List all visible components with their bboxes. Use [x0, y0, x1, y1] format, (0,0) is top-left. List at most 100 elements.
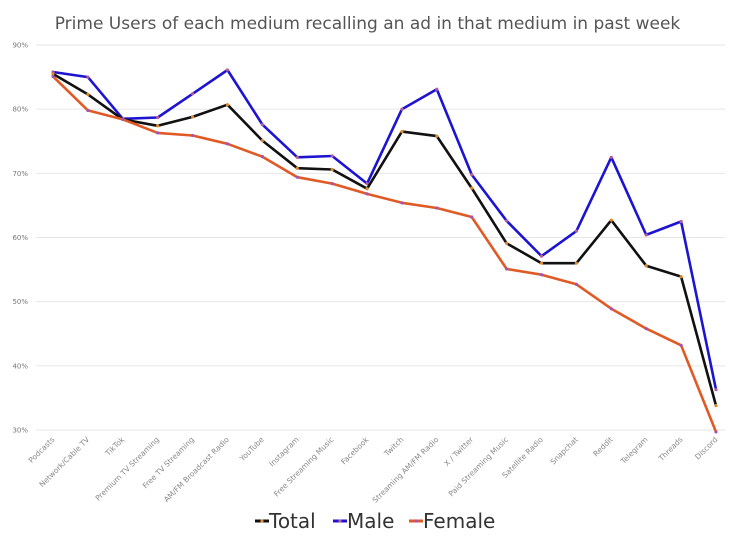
x-tick-label: Discord — [693, 435, 719, 461]
data-point-male — [330, 154, 334, 158]
legend-item-male: Male — [333, 509, 394, 533]
data-point-male — [365, 182, 369, 186]
data-point-female — [539, 273, 544, 277]
x-tick-label: YouTube — [237, 435, 266, 464]
data-point-female — [330, 182, 334, 186]
data-point-male — [225, 68, 230, 72]
data-point-male — [260, 122, 264, 127]
data-point-total — [714, 404, 718, 408]
x-tick-label: Instagram — [267, 435, 300, 468]
series-total — [51, 72, 718, 408]
y-tick-label: 50% — [12, 298, 28, 306]
series-line-total — [52, 72, 718, 406]
data-point-male — [400, 107, 404, 111]
x-tick-label: Streaming AM/FM Radio — [371, 435, 441, 505]
data-point-total — [86, 92, 90, 97]
data-point-total — [400, 130, 404, 134]
data-point-female — [609, 307, 613, 311]
data-point-total — [190, 115, 195, 119]
data-point-total — [470, 186, 474, 190]
data-point-female — [435, 206, 439, 210]
legend-label-male: Male — [347, 509, 394, 533]
x-tick-label: Premium TV Streaming — [94, 435, 162, 503]
legend-item-total: Total — [255, 509, 316, 533]
series-female — [51, 74, 718, 434]
data-point-female — [190, 133, 195, 138]
data-point-female — [121, 117, 125, 122]
data-point-total — [156, 124, 160, 128]
data-point-male — [609, 155, 613, 159]
data-point-male — [644, 233, 648, 237]
chart-title: Prime Users of each medium recalling an … — [54, 14, 681, 34]
x-tick-label: Snapchat — [549, 435, 580, 466]
x-tick-label: AM/FM Broadcast Radio — [162, 435, 231, 504]
x-tick-label: X / Twitter — [442, 434, 476, 468]
data-point-male — [505, 219, 509, 223]
data-point-total — [260, 139, 264, 143]
legend-label-total: Total — [268, 509, 316, 533]
data-point-female — [505, 267, 509, 271]
data-point-female — [470, 215, 474, 219]
data-point-male — [295, 155, 299, 159]
data-point-total — [295, 166, 299, 170]
legend-marker-female — [414, 519, 418, 523]
data-point-male — [574, 229, 579, 233]
data-point-female — [156, 131, 160, 135]
data-point-total — [609, 218, 613, 222]
data-point-male — [714, 387, 718, 392]
data-point-total — [505, 241, 509, 245]
y-tick-label: 90% — [12, 42, 28, 50]
legend-marker-male — [338, 519, 342, 523]
x-tick-label: Twitch — [382, 435, 406, 459]
legend-item-female: Female — [409, 509, 495, 533]
y-tick-label: 80% — [12, 106, 28, 114]
data-point-female — [679, 343, 683, 347]
data-point-female — [365, 192, 369, 196]
data-point-female — [714, 430, 718, 434]
grid-layer — [36, 44, 725, 431]
legend-marker-total — [260, 519, 264, 523]
x-tick-label: Telegram — [618, 435, 649, 466]
series-line-female — [52, 75, 718, 433]
data-point-female — [225, 142, 230, 146]
y-tick-label: 30% — [12, 427, 28, 435]
data-point-female — [574, 282, 579, 286]
data-point-female — [644, 327, 648, 331]
data-point-female — [51, 74, 55, 79]
series-layer — [51, 68, 718, 434]
x-tick-label: Free Streaming Music — [272, 435, 335, 498]
data-point-total — [225, 103, 230, 107]
data-point-female — [295, 175, 299, 179]
x-tick-label: TikTok — [103, 435, 127, 459]
data-point-total — [365, 187, 369, 191]
y-tick-label: 40% — [12, 362, 28, 370]
data-point-total — [644, 264, 648, 268]
series-line-male — [52, 68, 718, 390]
data-point-total — [435, 134, 439, 138]
y-tick-label: 60% — [12, 234, 28, 242]
y-axis: 30% 40% 50% 60% 70% 80% 90% — [12, 42, 28, 435]
x-tick-label: Facebook — [339, 435, 371, 467]
x-tick-label: Paid Streaming Music — [447, 435, 510, 498]
data-point-male — [539, 254, 544, 258]
data-point-male — [156, 115, 160, 120]
data-point-total — [51, 72, 55, 76]
x-tick-label: Reddit — [591, 435, 614, 458]
data-point-male — [86, 75, 90, 79]
data-point-female — [260, 155, 264, 159]
data-point-total — [330, 167, 334, 172]
data-point-male — [190, 92, 195, 96]
legend: Total Male Female — [255, 509, 495, 533]
legend-label-female: Female — [423, 509, 495, 533]
series-male — [51, 68, 718, 392]
data-point-male — [679, 219, 683, 224]
data-point-total — [539, 261, 544, 265]
data-point-total — [574, 261, 579, 265]
x-tick-label: Podcasts — [27, 435, 57, 465]
x-tick-label: Threads — [656, 435, 684, 463]
data-point-male — [435, 87, 439, 91]
data-point-total — [679, 275, 683, 279]
data-point-male — [470, 173, 474, 177]
